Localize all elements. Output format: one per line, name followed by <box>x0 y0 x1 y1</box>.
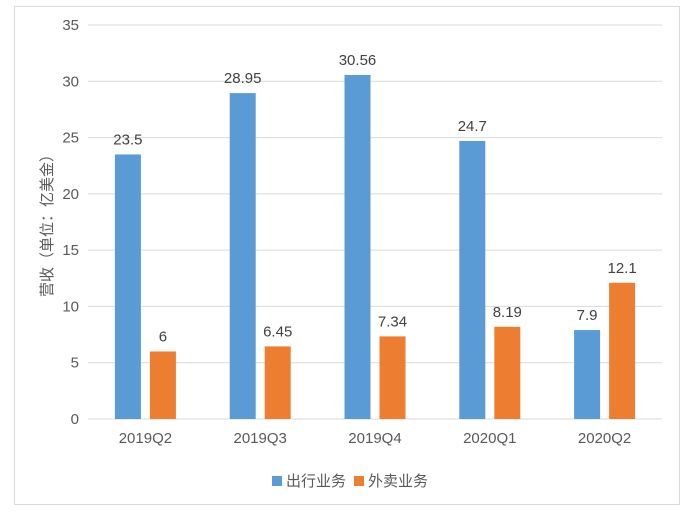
gridlines <box>88 24 662 420</box>
y-axis-ticks: 0 5 10 15 20 25 30 35 <box>62 17 79 428</box>
legend-label: 外卖业务 <box>368 473 428 490</box>
data-label: 6 <box>159 328 167 345</box>
bar <box>379 336 406 419</box>
x-tick-label: 2020Q2 <box>578 430 631 447</box>
bar <box>114 154 141 419</box>
legend-swatch <box>272 476 282 486</box>
x-tick-label: 2020Q1 <box>463 430 516 447</box>
bar <box>344 74 371 419</box>
bar <box>609 282 636 419</box>
bars: 23.5 6 28.95 6.45 30.56 7.34 24.7 8.19 7.9 12.1 <box>113 52 637 419</box>
data-label: 7.34 <box>378 313 407 330</box>
chart-frame <box>14 6 680 505</box>
data-label: 23.5 <box>113 131 142 148</box>
legend-label: 出行业务 <box>286 473 346 490</box>
data-label: 28.95 <box>224 70 262 87</box>
y-tick-label: 25 <box>62 130 79 147</box>
legend-swatch <box>354 476 364 486</box>
bar <box>264 346 291 419</box>
y-tick-label: 0 <box>71 411 79 428</box>
y-tick-label: 35 <box>62 17 79 34</box>
bar <box>459 140 486 419</box>
y-tick-label: 10 <box>62 298 79 315</box>
bar <box>574 330 601 419</box>
x-axis-ticks: 2019Q2 2019Q3 2019Q4 2020Q1 2020Q2 <box>119 430 632 447</box>
y-tick-label: 5 <box>71 355 79 372</box>
data-label: 30.56 <box>339 52 377 69</box>
y-axis-label: 营收（单位：亿美金） <box>39 147 56 297</box>
y-tick-label: 15 <box>62 242 79 259</box>
data-label: 6.45 <box>263 323 292 340</box>
legend: 出行业务 外卖业务 <box>272 473 428 490</box>
y-tick-label: 30 <box>62 73 79 90</box>
x-tick-label: 2019Q4 <box>348 430 401 447</box>
x-tick-label: 2019Q2 <box>119 430 172 447</box>
x-tick-label: 2019Q3 <box>234 430 287 447</box>
bar <box>229 93 256 419</box>
data-label: 12.1 <box>607 260 636 277</box>
data-label: 8.19 <box>493 304 522 321</box>
data-label: 24.7 <box>458 118 487 135</box>
data-label: 7.9 <box>577 307 598 324</box>
bar <box>149 351 176 419</box>
bar <box>494 326 521 419</box>
y-tick-label: 20 <box>62 186 79 203</box>
